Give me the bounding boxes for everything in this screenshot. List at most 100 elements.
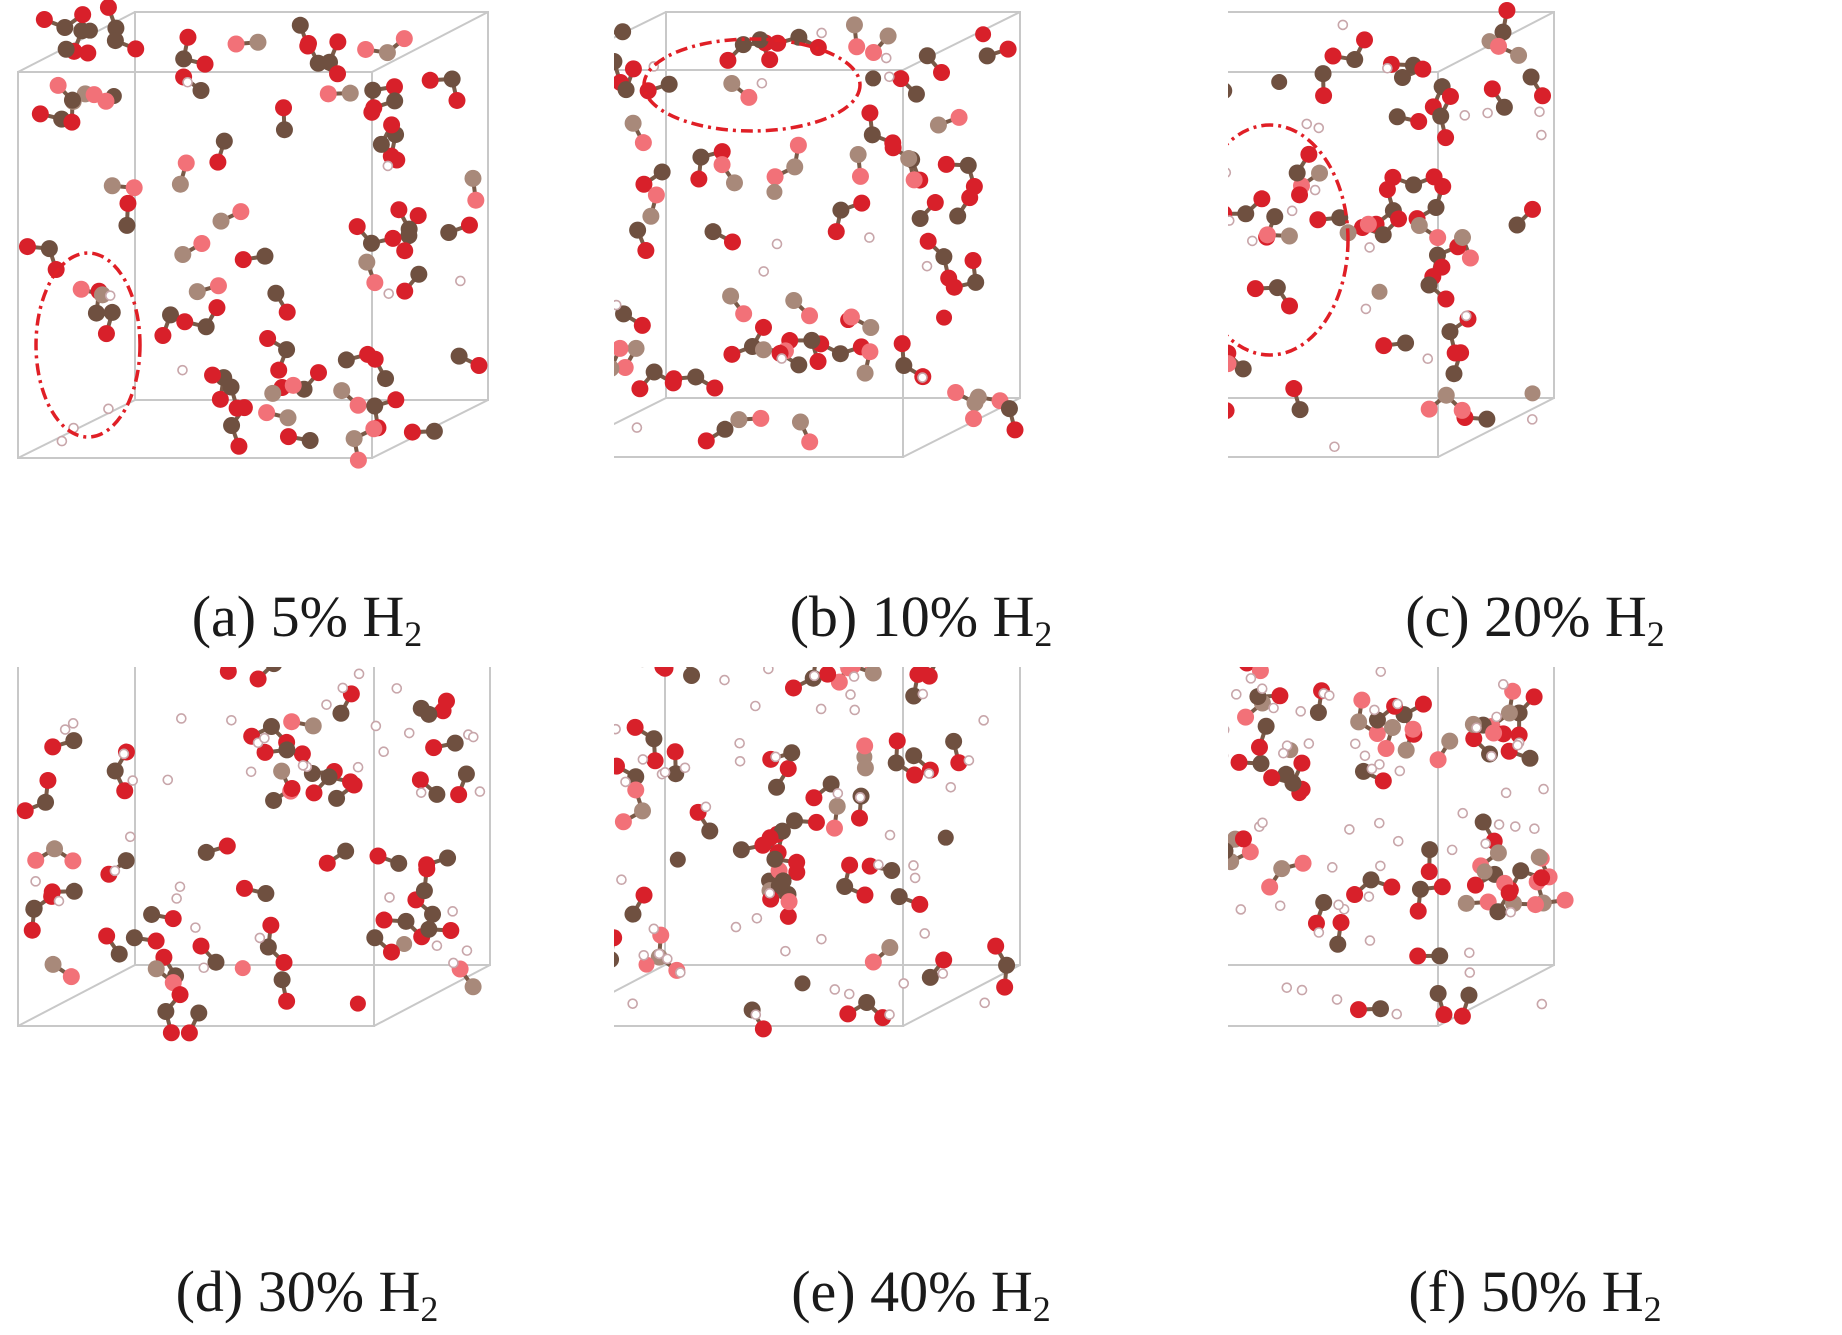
oxygen-atom	[234, 251, 252, 269]
oxygen-atom	[1453, 401, 1471, 419]
carbon-atom	[328, 789, 346, 807]
oxygen-atom	[228, 399, 246, 417]
carbon-atom	[362, 234, 380, 252]
carbon-atom	[614, 52, 623, 70]
oxygen-atom	[937, 155, 955, 173]
hydrogen-atom	[848, 671, 860, 682]
hydrogen-atom	[1313, 122, 1325, 134]
hydrogen-atom	[447, 906, 458, 917]
carbon-atom	[907, 85, 925, 103]
carbon-atom	[273, 762, 291, 780]
carbon-atom	[1508, 216, 1526, 234]
hydrogen-atom	[1497, 679, 1509, 690]
caption-label: (c)	[1405, 584, 1470, 649]
oxygen-atom	[283, 779, 301, 797]
carbon-atom	[768, 778, 786, 796]
carbon-atom	[106, 762, 124, 780]
oxygen-atom	[411, 771, 429, 789]
carbon-atom	[450, 347, 468, 365]
carbon-atom	[864, 667, 882, 682]
hydrogen-atom	[321, 699, 332, 710]
carbon-atom	[87, 304, 105, 322]
hydrogen-atom	[1331, 994, 1343, 1005]
hydrogen-atom	[1295, 706, 1306, 717]
hydrogen-atom	[382, 160, 394, 172]
hydrogen-atom	[118, 748, 130, 760]
carbon-atom	[1489, 844, 1507, 862]
oxygen-atom	[470, 357, 488, 375]
carbon-atom	[278, 741, 296, 759]
carbon-atom	[143, 905, 161, 923]
carbon-atom	[1368, 711, 1386, 729]
carbon-atom	[1329, 935, 1347, 953]
oxygen-atom	[626, 718, 644, 736]
oxygen-atom	[1258, 226, 1276, 244]
carbon-atom	[65, 882, 83, 900]
oxygen-atom	[713, 156, 731, 174]
box-edge	[371, 11, 489, 73]
oxygen-atom	[1534, 87, 1552, 105]
carbon-atom	[256, 247, 274, 265]
oxygen-atom	[633, 316, 651, 334]
hydrogen-atom	[719, 674, 730, 686]
hydrogen-atom	[679, 762, 691, 774]
oxygen-atom	[180, 1024, 198, 1042]
carbon-atom	[653, 163, 671, 181]
oxygen-atom	[635, 886, 653, 904]
carbon-atom	[424, 905, 442, 923]
hydrogen-atom	[1459, 110, 1471, 121]
carbon-atom	[1474, 813, 1492, 831]
carbon-atom	[464, 169, 482, 187]
atom	[865, 70, 882, 87]
oxygen-atom	[1504, 682, 1522, 700]
carbon-atom	[1252, 755, 1270, 773]
oxygen-atom	[369, 847, 387, 865]
carbon-atom	[1510, 46, 1528, 64]
highlight-ellipse	[1228, 123, 1350, 357]
oxygen-atom	[950, 754, 968, 772]
carbon-atom	[1257, 717, 1275, 735]
carbon-atom	[730, 411, 748, 429]
carbon-atom	[791, 413, 809, 431]
atom	[81, 22, 98, 39]
caption-label: (b)	[789, 584, 858, 649]
hydrogen-atom	[750, 1009, 762, 1020]
oxygen-atom	[442, 921, 460, 939]
caption-percent: 30%	[257, 1259, 365, 1324]
hydrogen-atom	[908, 860, 919, 871]
carbon-atom	[828, 797, 846, 815]
panel-c: (c) 20% H2	[1228, 0, 1842, 667]
hydrogen-atom	[864, 232, 875, 243]
oxygen-atom	[706, 379, 724, 397]
carbon-atom	[1371, 1000, 1389, 1018]
carbon-atom	[1397, 741, 1415, 759]
carbon-atom	[378, 44, 396, 62]
carbon-atom	[377, 370, 395, 388]
oxygen-atom	[383, 116, 401, 134]
oxygen-atom	[64, 852, 82, 870]
oxygen-atom	[403, 423, 421, 441]
caption-f: (f) 50% H2	[1228, 1263, 1842, 1328]
caption-label: (d)	[175, 1259, 244, 1324]
hydrogen-atom	[849, 704, 861, 716]
hydrogen-atom	[758, 266, 770, 277]
carbon-atom	[147, 960, 165, 978]
oxygen-atom	[467, 191, 485, 209]
carbon-atom	[883, 861, 901, 879]
carbon-atom	[627, 339, 645, 357]
oxygen-atom	[258, 404, 276, 422]
oxygen-atom	[839, 1005, 857, 1023]
oxygen-atom	[275, 953, 293, 971]
oxygen-atom	[996, 978, 1014, 996]
carbon-atom	[40, 240, 58, 258]
oxygen-atom	[1525, 688, 1543, 706]
hydrogen-atom	[415, 787, 427, 798]
oxygen-atom	[614, 339, 629, 357]
hydrogen-atom	[245, 766, 257, 778]
carbon-atom	[1228, 853, 1240, 871]
hydrogen-atom	[461, 945, 473, 956]
hydrogen-atom	[383, 288, 395, 299]
carbon-atom	[46, 840, 64, 858]
oxygen-atom	[1368, 725, 1386, 743]
caption-subscript: 2	[420, 1289, 439, 1329]
